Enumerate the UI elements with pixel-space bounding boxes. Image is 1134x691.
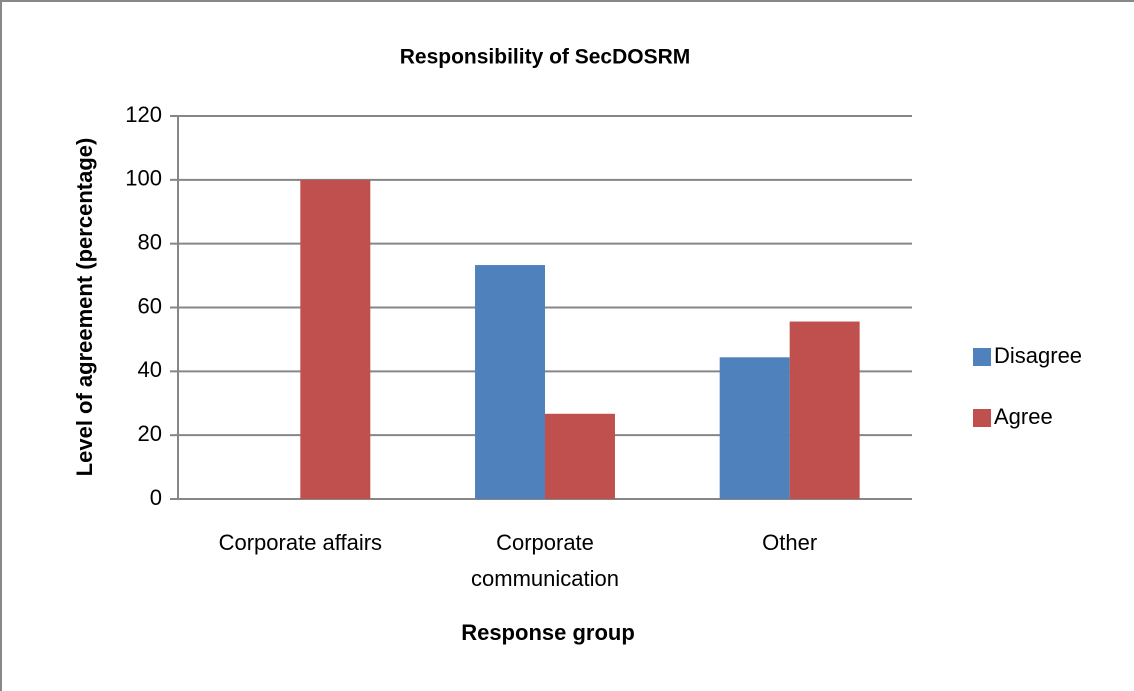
y-tick-label: 120 [125, 102, 162, 127]
legend-swatch [973, 348, 991, 366]
x-tick-label: Other [762, 530, 817, 555]
y-tick-label: 20 [138, 421, 162, 446]
legend-label: Agree [994, 404, 1053, 429]
y-tick-label: 60 [138, 293, 162, 318]
legend-swatch [973, 409, 991, 427]
bar [545, 413, 615, 499]
x-tick-label: Corporate affairs [219, 530, 382, 555]
chart-title: Responsibility of SecDOSRM [400, 46, 691, 69]
y-tick-label: 0 [150, 485, 162, 510]
legend-label: Disagree [994, 343, 1082, 368]
x-tick-label: Corporate communication [471, 530, 619, 591]
bar [789, 321, 860, 499]
bar [475, 265, 545, 499]
y-tick-label: 80 [138, 229, 162, 254]
x-axis-title: Response group [461, 620, 635, 645]
bar [300, 179, 371, 500]
y-tick-label: 40 [138, 357, 162, 382]
bar [719, 357, 790, 499]
y-tick-label: 100 [125, 166, 162, 191]
y-axis-title: Level of agreement (percentage) [72, 138, 97, 477]
